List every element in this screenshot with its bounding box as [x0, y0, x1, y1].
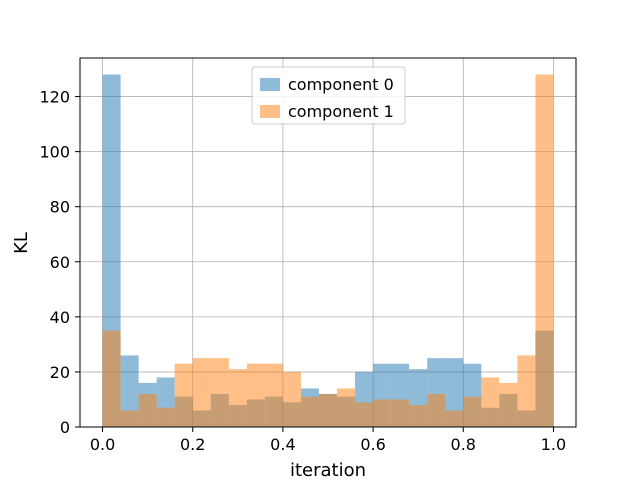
bar-series-1 — [355, 402, 374, 427]
bar-series-1 — [391, 399, 410, 427]
plot-frame — [79, 57, 577, 428]
x-tick-label: 0.4 — [270, 435, 295, 454]
x-tick-label: 1.0 — [541, 435, 566, 454]
bar-series-1 — [102, 330, 121, 427]
bar-series-1 — [337, 388, 356, 427]
x-axis-label: iteration — [290, 460, 366, 480]
bar-series-1 — [120, 410, 139, 427]
bar-series-1 — [228, 369, 247, 427]
bar-series-1 — [192, 358, 211, 427]
x-tick-label: 0.2 — [180, 435, 205, 454]
y-tick-label: 80 — [50, 198, 70, 217]
y-tick-label: 100 — [39, 143, 70, 162]
x-tick-label: 0.8 — [451, 435, 476, 454]
bar-series-1 — [156, 407, 175, 427]
legend: component 0 component 1 — [251, 66, 406, 125]
legend-box — [251, 66, 406, 125]
bar-series-1 — [210, 358, 229, 427]
bar-series-1 — [174, 363, 193, 427]
legend-label: component 0 — [288, 75, 394, 94]
y-tick-label: 20 — [50, 363, 70, 382]
x-tick-label: 0.6 — [360, 435, 385, 454]
bar-series-1 — [300, 396, 319, 427]
bar-series-1 — [535, 74, 554, 427]
y-tick-label: 40 — [50, 308, 70, 327]
y-tick-label: 120 — [39, 88, 70, 107]
bar-series-0 — [445, 358, 464, 427]
bar-series-1 — [481, 377, 500, 427]
y-axis-label: KL — [11, 232, 32, 254]
bar-series-1 — [445, 410, 464, 427]
x-tick-label: 0.0 — [90, 435, 115, 454]
bar-series-1 — [409, 404, 428, 427]
axis-ticks: 0.0 0.2 0.4 0.6 0.8 1.0 0 20 40 60 80 100 120 — [39, 88, 566, 454]
legend-label: component 1 — [288, 102, 394, 121]
bar-series-1 — [282, 371, 301, 427]
bar-series-1 — [499, 382, 518, 427]
bar-series-1 — [373, 399, 392, 427]
bar-series-0 — [120, 355, 139, 427]
y-tick-label: 0 — [60, 418, 70, 437]
bar-series-1 — [427, 393, 446, 427]
bar-series-1 — [264, 363, 283, 427]
bar-series-1 — [138, 393, 157, 427]
bar-series-1 — [318, 393, 338, 427]
bar-series-1 — [463, 396, 482, 427]
y-tick-label: 60 — [50, 253, 70, 272]
legend-swatch — [260, 105, 280, 118]
legend-swatch — [260, 78, 280, 91]
bars — [102, 74, 554, 427]
bar-series-1 — [517, 355, 536, 427]
bar-series-1 — [246, 363, 265, 427]
